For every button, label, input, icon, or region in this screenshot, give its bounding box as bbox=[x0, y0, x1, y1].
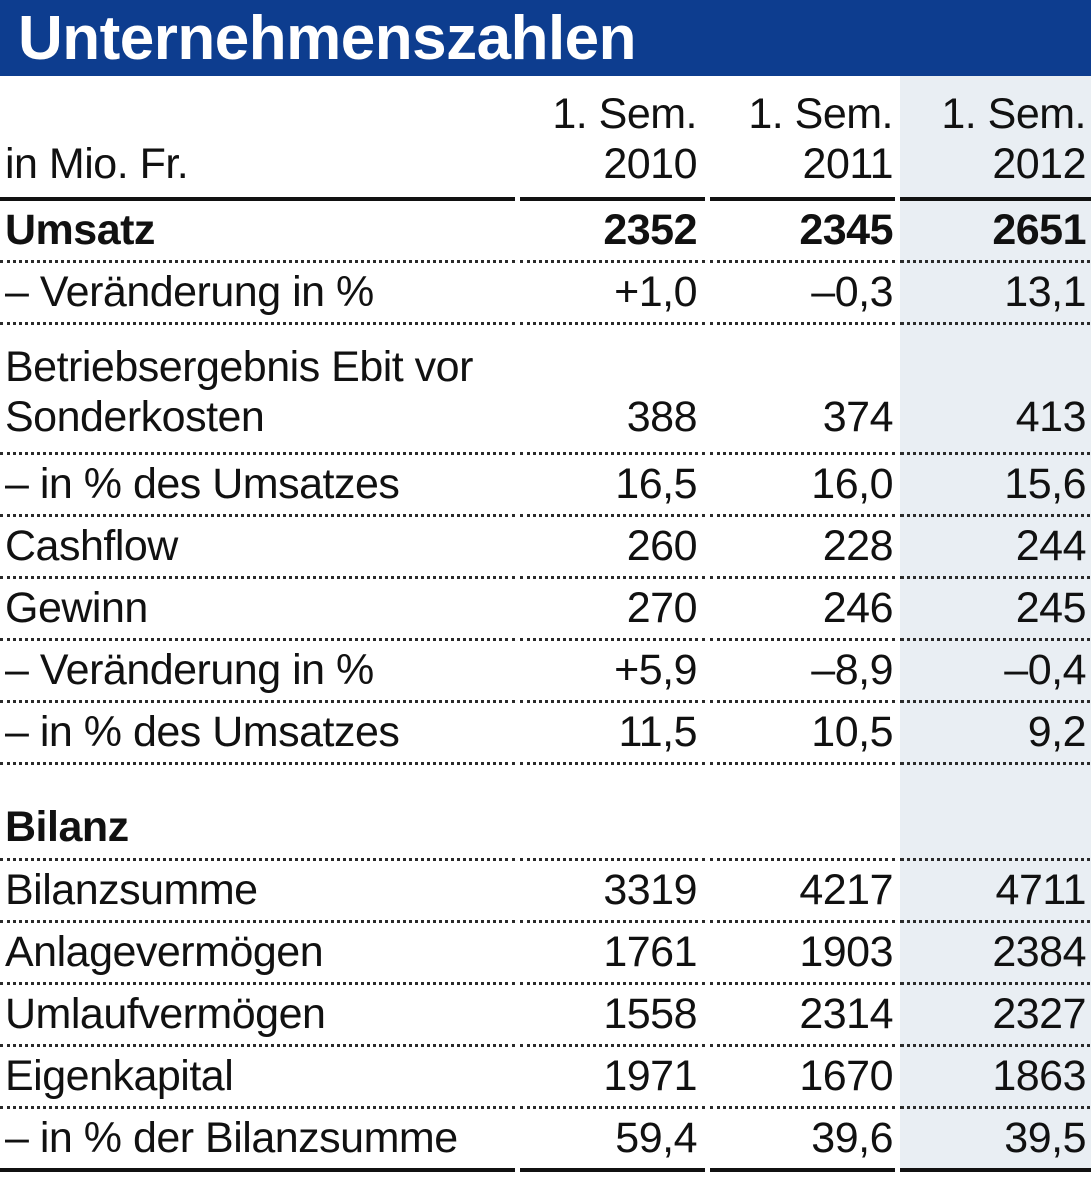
unit-label: in Mio. Fr. bbox=[0, 76, 515, 201]
row-label: Umsatz bbox=[0, 201, 515, 263]
row-label: Bilanzsumme bbox=[0, 861, 515, 923]
col-header-sem1-2011: 1. Sem. 2011 bbox=[710, 76, 895, 201]
value-cell: 10,5 bbox=[710, 703, 895, 765]
row-label: Gewinn bbox=[0, 579, 515, 641]
value-cell: 2327 bbox=[900, 985, 1091, 1047]
value-cell: 16,0 bbox=[710, 455, 895, 517]
row-label: – in % des Umsatzes bbox=[0, 703, 515, 765]
value-cell bbox=[900, 765, 1091, 861]
table-row-anlagevermoegen: Anlagevermögen 1761 1903 2384 bbox=[0, 923, 1091, 985]
row-label: – in % des Umsatzes bbox=[0, 455, 515, 517]
value-cell: –0,4 bbox=[900, 641, 1091, 703]
value-cell: 4711 bbox=[900, 861, 1091, 923]
table-row-bilanzsumme: Bilanzsumme 3319 4217 4711 bbox=[0, 861, 1091, 923]
value-cell: 1670 bbox=[710, 1047, 895, 1109]
row-label: Eigenkapital bbox=[0, 1047, 515, 1109]
value-cell: 270 bbox=[520, 579, 705, 641]
value-cell: 2314 bbox=[710, 985, 895, 1047]
title-bar: Unternehmenszahlen bbox=[0, 0, 1091, 76]
value-cell: 9,2 bbox=[900, 703, 1091, 765]
value-cell: 1971 bbox=[520, 1047, 705, 1109]
table-row-eigenkapital-prozent-bilanzsumme: – in % der Bilanzsumme 59,4 39,6 39,5 bbox=[0, 1109, 1091, 1172]
value-cell: 388 bbox=[520, 325, 705, 455]
value-cell: +5,9 bbox=[520, 641, 705, 703]
table-row-eigenkapital: Eigenkapital 1971 1670 1863 bbox=[0, 1047, 1091, 1109]
value-cell: 11,5 bbox=[520, 703, 705, 765]
column-header-row: in Mio. Fr. 1. Sem. 2010 1. Sem. 2011 1.… bbox=[0, 76, 1091, 201]
value-cell bbox=[520, 765, 705, 861]
table-row-betriebsergebnis: Betriebsergebnis Ebit vor Sonderkosten 3… bbox=[0, 325, 1091, 455]
value-cell: 244 bbox=[900, 517, 1091, 579]
section-label: Bilanz bbox=[0, 765, 515, 861]
value-cell: 246 bbox=[710, 579, 895, 641]
value-cell: 260 bbox=[520, 517, 705, 579]
table-row-umsatz: Umsatz 2352 2345 2651 bbox=[0, 201, 1091, 263]
value-cell: 59,4 bbox=[520, 1109, 705, 1172]
row-label: – Veränderung in % bbox=[0, 263, 515, 325]
value-cell: 228 bbox=[710, 517, 895, 579]
value-cell: 1863 bbox=[900, 1047, 1091, 1109]
row-label: – in % der Bilanzsumme bbox=[0, 1109, 515, 1172]
value-cell: 413 bbox=[900, 325, 1091, 455]
value-cell: 15,6 bbox=[900, 455, 1091, 517]
value-cell: 1558 bbox=[520, 985, 705, 1047]
value-cell: 1903 bbox=[710, 923, 895, 985]
row-label: Umlaufvermögen bbox=[0, 985, 515, 1047]
value-cell: 374 bbox=[710, 325, 895, 455]
table-row-cashflow: Cashflow 260 228 244 bbox=[0, 517, 1091, 579]
table-section-row-bilanz: Bilanz bbox=[0, 765, 1091, 861]
value-cell: +1,0 bbox=[520, 263, 705, 325]
value-cell: 1761 bbox=[520, 923, 705, 985]
row-label: – Veränderung in % bbox=[0, 641, 515, 703]
value-cell: 245 bbox=[900, 579, 1091, 641]
table-row-veraenderung-gewinn: – Veränderung in % +5,9 –8,9 –0,4 bbox=[0, 641, 1091, 703]
value-cell: 13,1 bbox=[900, 263, 1091, 325]
value-cell: 2345 bbox=[710, 201, 895, 263]
value-cell: –0,3 bbox=[710, 263, 895, 325]
value-cell bbox=[710, 765, 895, 861]
table-row-ebit-prozent-umsatz: – in % des Umsatzes 16,5 16,0 15,6 bbox=[0, 455, 1091, 517]
value-cell: 3319 bbox=[520, 861, 705, 923]
col-header-sem1-2012: 1. Sem. 2012 bbox=[900, 76, 1091, 201]
figures-table: in Mio. Fr. 1. Sem. 2010 1. Sem. 2011 1.… bbox=[0, 76, 1091, 1172]
table-row-umlaufvermoegen: Umlaufvermögen 1558 2314 2327 bbox=[0, 985, 1091, 1047]
row-label: Anlagevermögen bbox=[0, 923, 515, 985]
value-cell: 16,5 bbox=[520, 455, 705, 517]
value-cell: 39,5 bbox=[900, 1109, 1091, 1172]
row-label: Betriebsergebnis Ebit vor Sonderkosten bbox=[0, 325, 515, 455]
value-cell: –8,9 bbox=[710, 641, 895, 703]
value-cell: 39,6 bbox=[710, 1109, 895, 1172]
value-cell: 2384 bbox=[900, 923, 1091, 985]
value-cell: 2352 bbox=[520, 201, 705, 263]
table-row-veraenderung-umsatz: – Veränderung in % +1,0 –0,3 13,1 bbox=[0, 263, 1091, 325]
col-header-sem1-2010: 1. Sem. 2010 bbox=[520, 76, 705, 201]
table-row-gewinn: Gewinn 270 246 245 bbox=[0, 579, 1091, 641]
table-row-gewinn-prozent-umsatz: – in % des Umsatzes 11,5 10,5 9,2 bbox=[0, 703, 1091, 765]
row-label: Cashflow bbox=[0, 517, 515, 579]
page-title: Unternehmenszahlen bbox=[18, 3, 637, 73]
value-cell: 4217 bbox=[710, 861, 895, 923]
value-cell: 2651 bbox=[900, 201, 1091, 263]
